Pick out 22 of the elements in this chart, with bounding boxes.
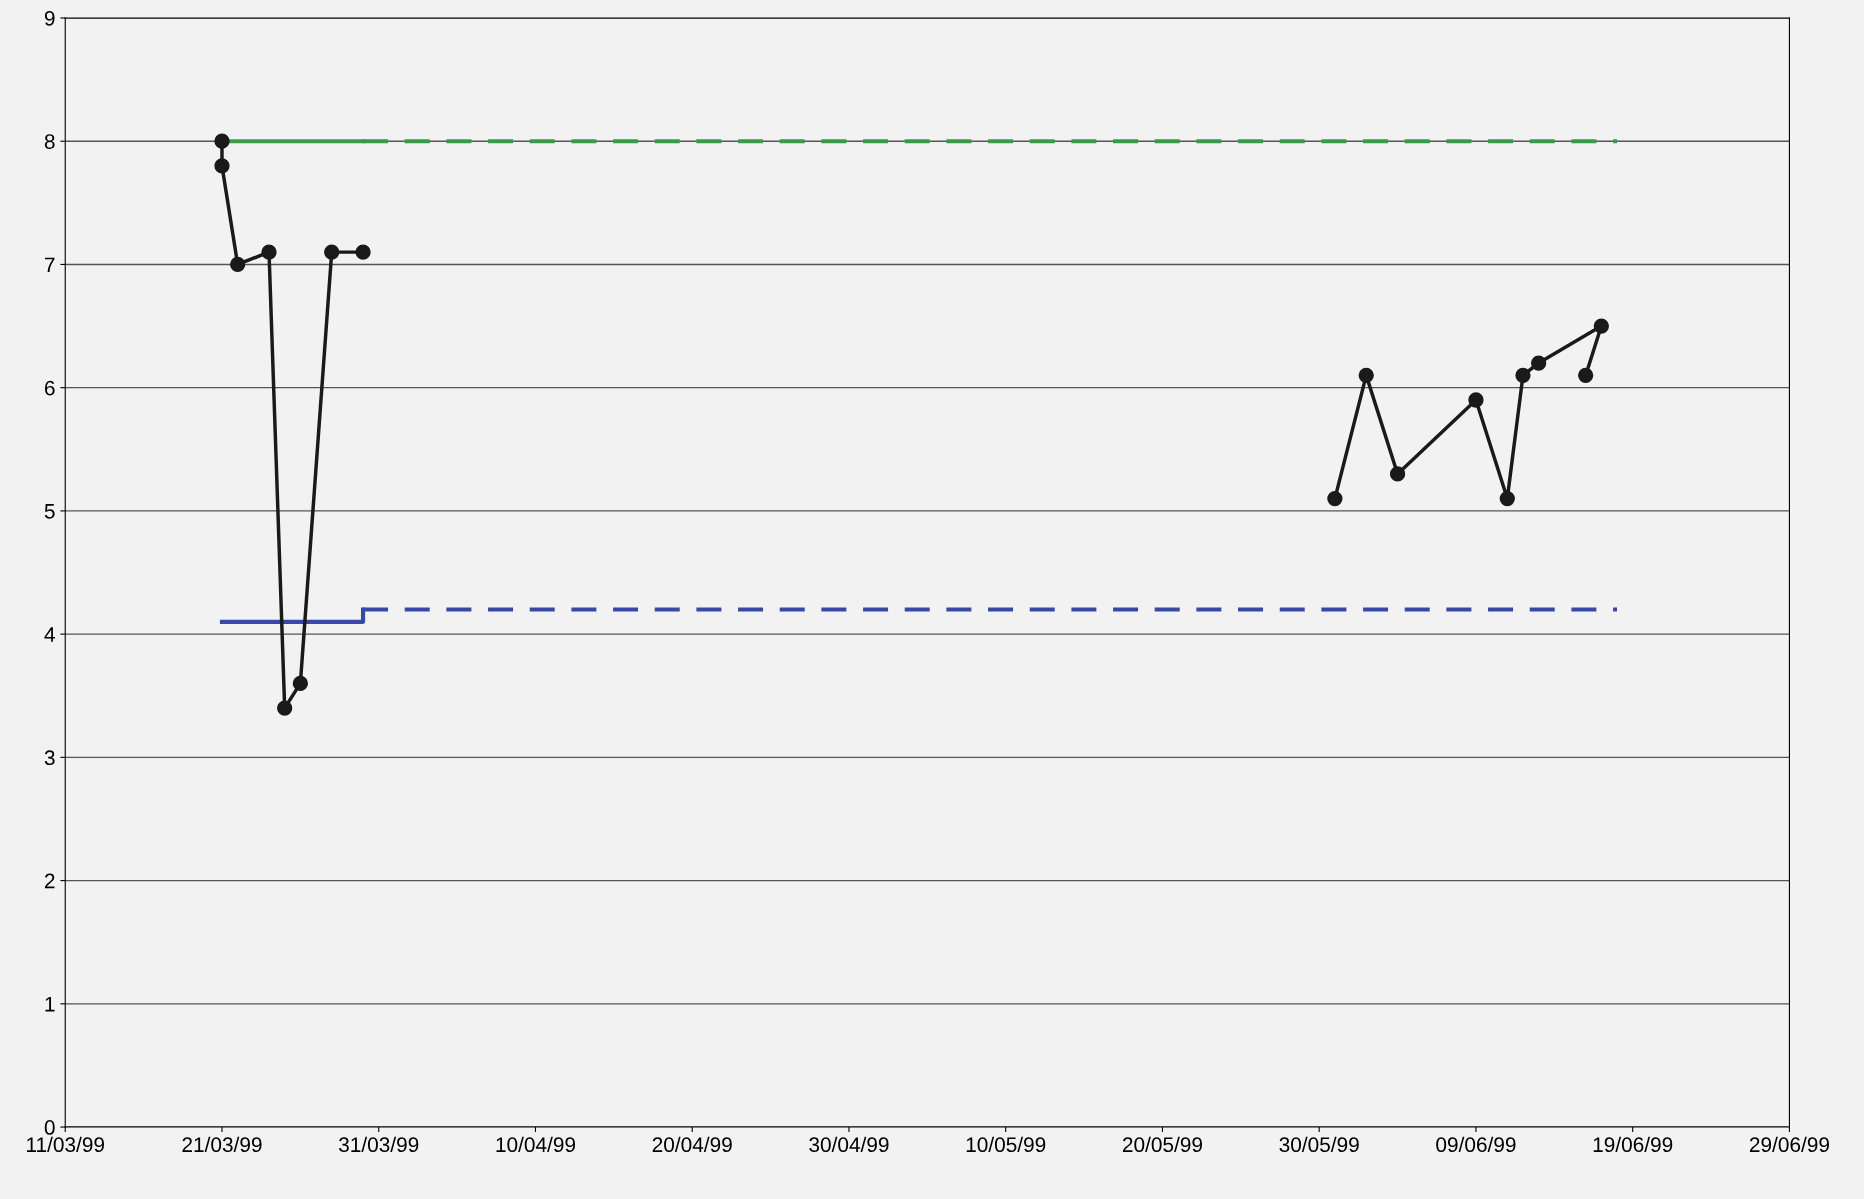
x-tick-label: 11/03/99	[27, 1136, 105, 1153]
x-tick-label: 31/03/99	[338, 1136, 419, 1153]
y-tick-label: 9	[44, 10, 55, 26]
y-tick-label: 3	[44, 750, 55, 766]
y-tick-label: 2	[44, 873, 55, 889]
y-tick-label: 1	[45, 997, 55, 1012]
x-tick-label: 09/06/99	[1436, 1136, 1516, 1153]
y-tick-label: 4	[44, 627, 55, 642]
y-tick-label: 5	[44, 504, 55, 519]
x-tick-label: 20/05/99	[1122, 1136, 1203, 1153]
y-tick-label: 0	[44, 1120, 55, 1135]
y-tick-label: 8	[44, 134, 55, 149]
x-tick-label: 19/06/99	[1593, 1136, 1673, 1153]
x-tick-label: 30/04/99	[809, 1136, 889, 1153]
x-tick-label: 20/04/99	[652, 1136, 732, 1153]
x-tick-label: 10/05/99	[966, 1136, 1046, 1153]
x-tick-label: 10/04/99	[496, 1136, 576, 1153]
y-tick-label: 6	[44, 380, 55, 396]
y-tick-label: 7	[45, 257, 55, 272]
x-tick-label: 30/05/99	[1279, 1136, 1359, 1153]
x-tick-label: 21/03/99	[182, 1136, 262, 1153]
x-tick-label: 29/06/99	[1749, 1136, 1829, 1153]
